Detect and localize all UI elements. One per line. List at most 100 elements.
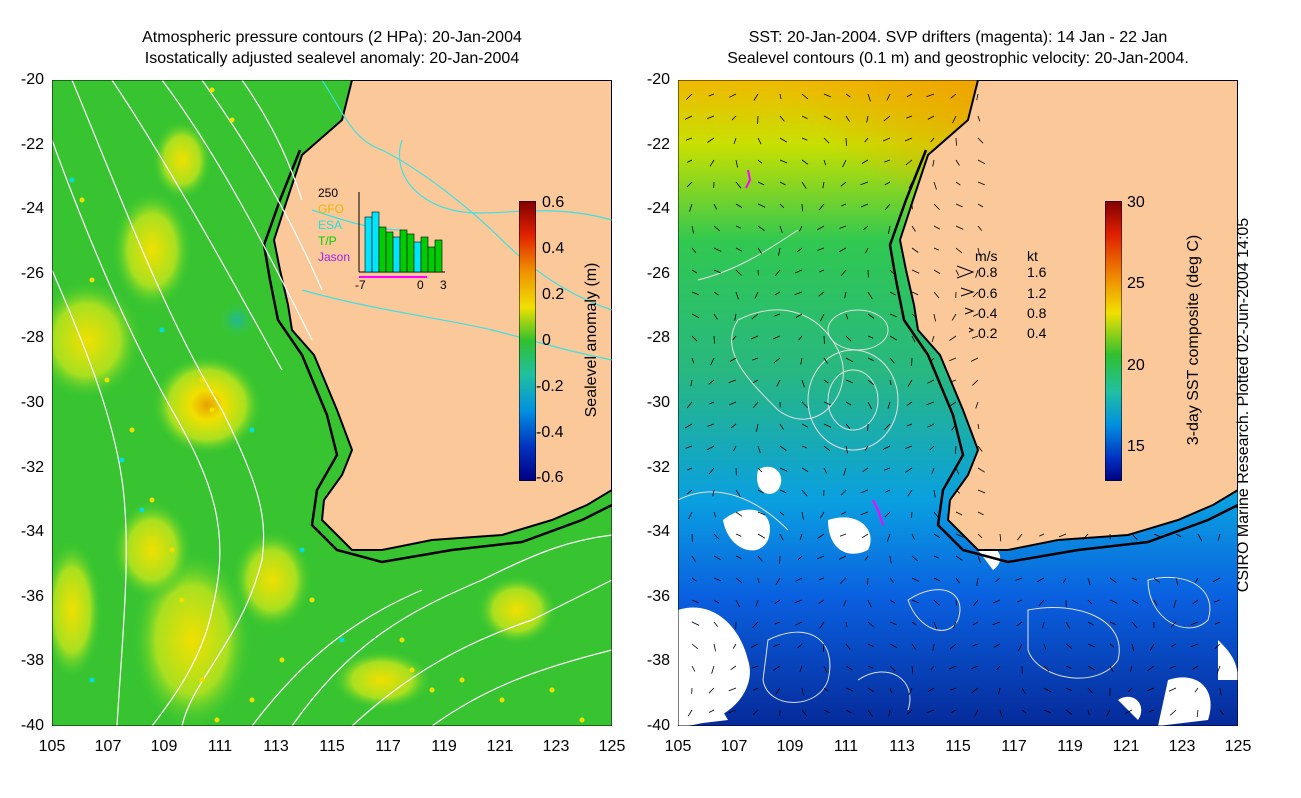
left-x-tick: 121 — [486, 738, 514, 755]
vel-legend-kt: 1.2 — [1027, 285, 1047, 301]
left-cbar-tick: 0 — [542, 332, 551, 349]
right-colorbar — [1105, 201, 1122, 481]
left-cbar-tick: 0.6 — [542, 194, 565, 211]
left-x-tick: 117 — [375, 738, 401, 755]
left-cbar-tick: -0.2 — [536, 378, 564, 395]
left-y-tick: -22 — [20, 135, 44, 153]
shelf-contour — [262, 149, 612, 564]
right-cbar-tick: 30 — [1127, 194, 1145, 211]
inset-xtick: -7 — [355, 278, 366, 292]
right-y-tick: -36 — [646, 587, 670, 605]
left-cbar-tick: 0.2 — [542, 286, 565, 303]
inset-legend-gfo: GFO — [318, 202, 344, 216]
left-colorbar-label: Sealevel anomaly (m) — [583, 262, 600, 418]
land-pressure-contours — [301, 80, 612, 361]
left-x-tick: 105 — [38, 738, 66, 755]
vel-legend-kt: 0.4 — [1027, 325, 1047, 341]
right-colorbar-label: 3-day SST composite (deg C) — [1185, 234, 1202, 446]
vel-legend-arrows — [956, 265, 975, 333]
left-y-tick: -40 — [20, 717, 44, 734]
anomaly-high — [112, 500, 192, 600]
left-y-tick: -34 — [20, 523, 44, 541]
vel-legend-kt: 1.6 — [1027, 264, 1047, 280]
right-x-tick: 117 — [1001, 738, 1027, 755]
left-cbar-tick: -0.4 — [536, 424, 564, 441]
left-y-tick: -32 — [20, 458, 44, 476]
left-x-tick: 115 — [319, 738, 345, 755]
left-x-tick: 109 — [150, 738, 178, 755]
inset-bar — [392, 236, 401, 273]
anomaly-high — [52, 540, 102, 680]
right-x-tick: 121 — [1112, 738, 1140, 755]
inset-bar — [434, 239, 443, 273]
left-y-tick: -20 — [20, 71, 44, 88]
right-y-tick: -20 — [646, 71, 670, 88]
inset-bar — [399, 229, 408, 273]
left-cbar-tick: 0.4 — [542, 240, 565, 257]
right-x-tick: 111 — [833, 738, 859, 755]
left-title-line1: Atmospheric pressure contours (2 HPa): 2… — [142, 29, 522, 46]
anomaly-high — [152, 120, 212, 200]
inset-bar — [378, 226, 387, 273]
left-y-tick: -24 — [20, 200, 44, 218]
anomaly-high — [152, 355, 262, 455]
inset-bar — [364, 216, 373, 273]
vel-legend-ms: 0.8 — [978, 264, 998, 280]
inset-xtick: 3 — [440, 278, 447, 292]
inset-xtick: 0 — [417, 278, 424, 292]
geostrophic-velocity-arrows — [684, 93, 1224, 718]
right-y-tick: -24 — [646, 200, 670, 218]
altimeter-track-points — [69, 87, 585, 723]
inset-legend-tp: T/P — [318, 234, 337, 248]
right-x-tick: 125 — [1224, 738, 1252, 755]
right-y-tick: -30 — [646, 394, 670, 411]
right-x-tick: 119 — [1057, 738, 1083, 755]
anomaly-high — [332, 650, 432, 710]
anomaly-high — [232, 530, 312, 630]
anomaly-high — [112, 190, 192, 310]
right-y-tick: -40 — [646, 717, 670, 734]
vel-legend-header-kt: kt — [1027, 248, 1038, 264]
right-x-tick: 109 — [776, 738, 804, 755]
inset-bar — [406, 233, 415, 273]
right-y-tick: -34 — [646, 523, 670, 541]
sealevel-contours — [678, 229, 1211, 711]
right-x-tick: 105 — [664, 738, 692, 755]
inset-bar — [413, 241, 422, 273]
vel-legend-kt: 0.8 — [1027, 305, 1047, 321]
inset-bar — [427, 246, 436, 273]
right-x-tick: 113 — [889, 738, 915, 755]
right-y-tick: -32 — [646, 458, 670, 476]
inset-histogram — [358, 192, 445, 278]
left-y-tick: -36 — [20, 587, 44, 605]
anomaly-low — [217, 300, 257, 340]
left-y-tick: -30 — [20, 394, 44, 411]
svp-drifter-tracks — [745, 169, 884, 526]
right-x-tick: 123 — [1168, 738, 1196, 755]
left-x-tick: 111 — [207, 738, 233, 755]
right-y-tick: -22 — [646, 135, 670, 153]
left-y-tick: -26 — [20, 264, 44, 282]
left-cbar-tick: -0.6 — [536, 469, 564, 486]
vel-legend-header-ms: m/s — [975, 248, 998, 264]
inset-ymax-label: 250 — [318, 186, 339, 200]
left-x-tick: 107 — [94, 738, 122, 755]
right-title-line2: Sealevel contours (0.1 m) and geostrophi… — [727, 50, 1189, 67]
left-x-tick: 123 — [542, 738, 570, 755]
left-y-tick: -28 — [20, 329, 44, 347]
vel-legend-ms: 0.2 — [978, 325, 998, 341]
inset-bar — [385, 231, 394, 273]
right-y-tick: -26 — [646, 264, 670, 282]
shelf-contour — [888, 149, 1238, 564]
inset-legend-esa: ESA — [318, 218, 343, 232]
right-x-tick: 107 — [720, 738, 748, 755]
left-x-tick: 125 — [598, 738, 626, 755]
left-y-tick: -38 — [20, 652, 44, 670]
right-title-line1: SST: 20-Jan-2004. SVP drifters (magenta)… — [748, 29, 1168, 46]
right-y-tick: -38 — [646, 652, 670, 670]
inset-bar — [371, 211, 380, 273]
right-sst-map — [678, 80, 1238, 726]
vel-legend-ms: 0.4 — [978, 305, 998, 321]
right-cbar-tick: 25 — [1127, 275, 1145, 292]
left-x-tick: 113 — [263, 738, 289, 755]
